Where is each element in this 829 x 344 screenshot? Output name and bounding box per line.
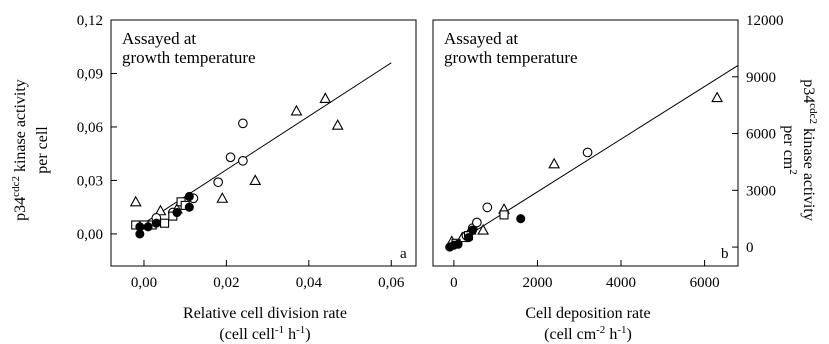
- panel-b-ytick-label: 0: [746, 240, 754, 256]
- panel-b-ylabel-line-1: p34cdc2 kinase activity: [800, 79, 819, 221]
- panel-b-ticks: 0 2000 4000 6000 0 3000 6000 9000 12000: [450, 13, 783, 291]
- panel-b-xtick-label: 0: [450, 275, 458, 291]
- panel-a-ylabel-line-2: per cell: [34, 126, 51, 174]
- panel-a-point-filled-circle: [172, 207, 182, 218]
- panel-a-point-filled-circle: [135, 222, 145, 232]
- panel-a-xtick-label: 0,00: [131, 275, 157, 291]
- panel-b-point-square: [499, 210, 509, 220]
- panel-b-ylabel-line-2: per cm2: [780, 125, 799, 174]
- panel-a-xtick-label: 0,04: [296, 275, 323, 291]
- panel-b-ytick-label: 9000: [746, 70, 776, 86]
- panel-a-point-circle: [238, 118, 248, 129]
- panel-a-point-circle: [238, 155, 248, 166]
- panel-b-marks: [445, 64, 739, 252]
- panel-a-annotation-line-1: Assayed at: [122, 29, 196, 48]
- panel-a-xlabel-line-2: (cell cell-1 h-1): [219, 324, 310, 343]
- panel-b-point-filled-circle: [516, 214, 526, 224]
- panel-a-ytick-label: 0,06: [77, 120, 104, 136]
- panel-a-point-circle: [225, 152, 236, 163]
- panel-b-point-filled-circle: [468, 225, 478, 235]
- panel-b-ytick-label: 6000: [746, 127, 776, 143]
- panel-b-letter: b: [721, 246, 729, 262]
- panel-a-point-filled-circle: [184, 202, 194, 212]
- panel-a-xlabel-line-1: Relative cell division rate: [183, 305, 347, 322]
- panel-a-point-triangle: [216, 192, 229, 203]
- panel-a-xtick-label: 0,06: [378, 275, 405, 291]
- panel-a-point-triangle: [249, 174, 262, 185]
- panel-a-letter: a: [400, 246, 407, 262]
- panel-a-ytick-label: 0,03: [77, 173, 103, 189]
- panel-a-point-filled-circle: [151, 218, 161, 228]
- panel-a-ytick-label: 0,12: [77, 13, 103, 29]
- panel-a-ytick-label: 0,09: [77, 66, 103, 82]
- panel-b-xlabel-line-1: Cell deposition rate: [525, 305, 650, 322]
- panel-b-ytick-label: 12000: [746, 13, 784, 29]
- panel-a-point-triangle: [319, 92, 332, 103]
- panel-b: 0 2000 4000 6000 0 3000 6000 9000 12000 Assayed …: [432, 13, 819, 343]
- panel-b-xtick-label: 2000: [522, 275, 552, 291]
- panel-b-xtick-label: 6000: [690, 275, 720, 291]
- panel-b-fit-line: [449, 64, 739, 248]
- panel-b-point-triangle: [548, 157, 561, 169]
- panel-b-point-filled-circle: [453, 239, 463, 249]
- panel-a-point-triangle: [331, 119, 344, 130]
- panel-a-ytick-label: 0,00: [77, 227, 103, 243]
- panel-b-point-triangle: [477, 223, 490, 235]
- panel-b-point-filled-circle: [463, 233, 474, 243]
- panel-a-ylabel-line-1: p34cdc2 kinase activity: [10, 79, 29, 221]
- panel-b-xlabel-line-2: (cell cm-2 h-1): [544, 324, 632, 343]
- panel-b-point-circle: [472, 217, 482, 228]
- panel-b-annotation-line-2: growth temperature: [444, 48, 578, 67]
- panel-a: 0,00 0,02 0,04 0,06 0,00 0,03 0,06 0,09 0,12 Ass…: [10, 13, 417, 343]
- panel-a-frame: [110, 19, 417, 267]
- panel-a-point-circle: [213, 177, 224, 188]
- panel-b-point-circle: [582, 147, 593, 158]
- panel-a-point-filled-circle: [143, 222, 153, 232]
- panel-a-marks: [129, 62, 392, 239]
- panel-b-annotation-line-1: Assayed at: [444, 29, 518, 48]
- panel-b-xtick-label: 4000: [606, 275, 636, 291]
- panel-a-point-filled-circle: [184, 191, 194, 202]
- panel-a-xtick-label: 0,02: [213, 275, 239, 291]
- panel-a-point-square: [160, 218, 170, 228]
- panel-b-frame: [432, 19, 739, 267]
- panel-a-point-triangle: [154, 204, 167, 216]
- panel-b-point-circle: [482, 202, 493, 213]
- panel-a-annotation-line-2: growth temperature: [122, 48, 256, 67]
- panel-b-point-triangle: [711, 91, 724, 103]
- panel-a-point-triangle: [129, 195, 142, 207]
- panel-a-point-triangle: [290, 104, 303, 116]
- panel-b-ytick-label: 3000: [746, 183, 776, 199]
- panel-a-fit-line: [135, 62, 392, 229]
- panel-a-ticks: 0,00 0,02 0,04 0,06 0,00 0,03 0,06 0,09 0,12: [77, 13, 405, 291]
